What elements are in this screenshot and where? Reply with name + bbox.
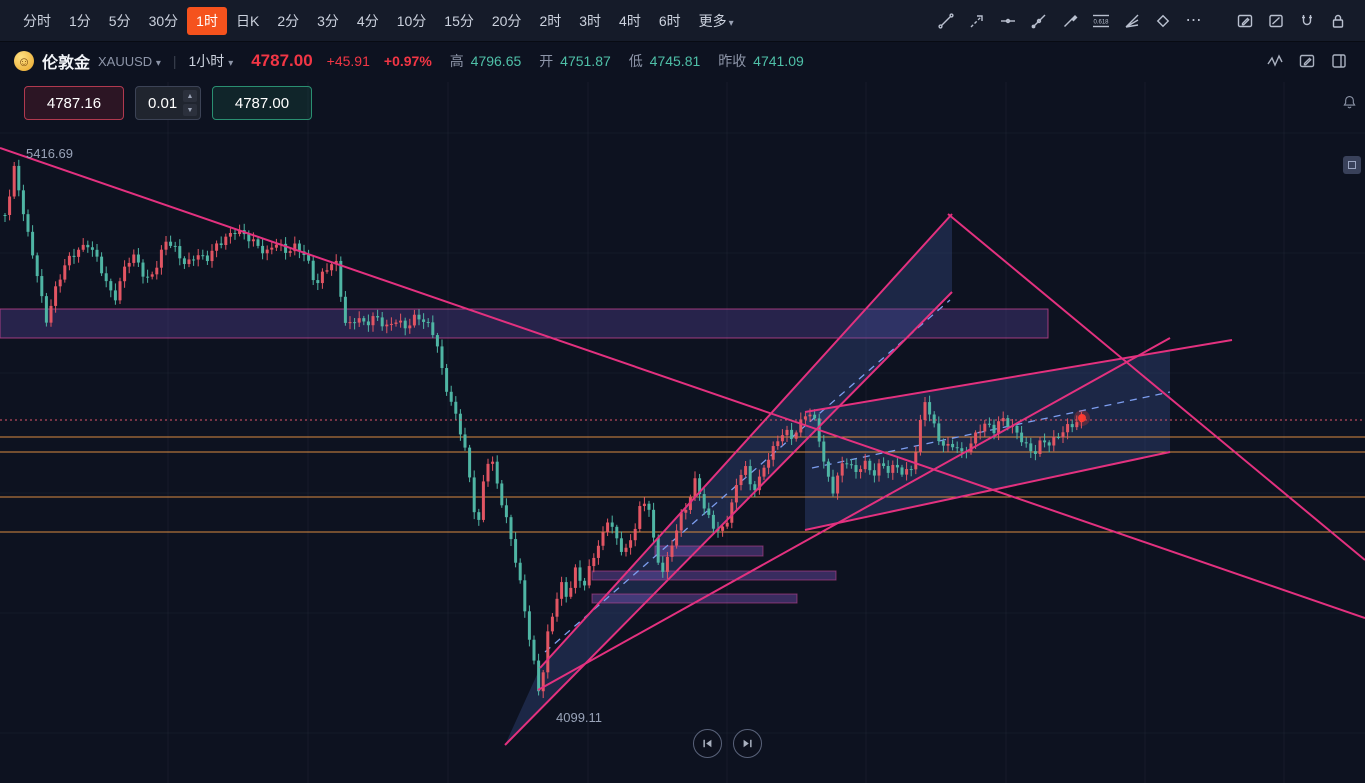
chart-action-icons	[1263, 49, 1351, 73]
tf-1h[interactable]: 1时	[187, 6, 227, 35]
skip-start-icon	[703, 739, 712, 748]
sell-price-value: 4787.16	[46, 94, 102, 112]
tf-3m[interactable]: 3分	[317, 12, 339, 29]
quantity-stepper[interactable]: 0.01 ▲ ▼	[135, 86, 201, 120]
go-to-end-button[interactable]	[733, 729, 762, 758]
go-to-start-button[interactable]	[693, 729, 722, 758]
quantity-up-button[interactable]: ▲	[183, 90, 197, 102]
tf-2h[interactable]: 2时	[539, 12, 562, 29]
tf-4h[interactable]: 4时	[619, 12, 641, 29]
swing-low-label: 4099.11	[556, 710, 602, 725]
edit-chart-icon[interactable]	[1295, 49, 1319, 73]
last-price: 4787.00	[251, 51, 313, 70]
trend-line-icon[interactable]	[932, 7, 959, 34]
tf-4m[interactable]: 4分	[356, 12, 379, 29]
side-panel-icon[interactable]	[1343, 156, 1361, 174]
timeframe-toolbar: 分时 1分 5分 30分 1时 日K 2分 3分 4分 10分 15分 20分 …	[0, 0, 1365, 42]
buy-price-button[interactable]: 4787.00	[212, 86, 312, 120]
more-tools-icon[interactable]: ⋯	[1185, 11, 1202, 29]
svg-text:0.618: 0.618	[1093, 19, 1109, 25]
skip-end-icon	[743, 739, 752, 748]
tf-2m[interactable]: 2分	[277, 12, 300, 29]
tf-daily[interactable]: 日K	[235, 12, 260, 29]
gann-fan-icon[interactable]	[1118, 7, 1145, 34]
tf-6h[interactable]: 6时	[658, 12, 681, 29]
magnet-icon[interactable]	[1293, 7, 1320, 34]
tf-10m[interactable]: 10分	[396, 12, 427, 29]
tf-5m[interactable]: 5分	[108, 12, 131, 29]
stat-prev-close: 昨收 4741.09	[718, 53, 804, 69]
gold-coin-icon: ☺	[14, 51, 34, 71]
stepper-buttons: ▲ ▼	[183, 90, 197, 116]
quantity-down-button[interactable]: ▼	[183, 104, 197, 116]
symbol-selector[interactable]: XAUUSD ▾	[98, 53, 161, 69]
horizontal-line-icon[interactable]	[994, 7, 1021, 34]
interval-selector[interactable]: 1小时 ▾	[188, 53, 234, 69]
remove-drawings-icon[interactable]	[1262, 7, 1289, 34]
symbol-name: 伦敦金	[42, 55, 91, 72]
cross-line-icon[interactable]	[1025, 7, 1052, 34]
tf-3h[interactable]: 3时	[579, 12, 602, 29]
swing-high-label: 5416.69	[26, 146, 73, 161]
tf-20m[interactable]: 20分	[491, 12, 522, 29]
edit-note-icon[interactable]	[1231, 7, 1258, 34]
sell-price-button[interactable]: 4787.16	[24, 86, 124, 120]
arrow-line-icon[interactable]	[963, 7, 990, 34]
fib-retracement-icon[interactable]: 0.618	[1087, 7, 1114, 34]
replay-controls	[693, 729, 762, 758]
symbol-bar: ☺ 伦敦金 XAUUSD ▾ | 1小时 ▾ 4787.00 +45.91 +0…	[0, 42, 1365, 80]
tf-more-dropdown[interactable]: 更多 ▾	[698, 12, 734, 29]
indicator-icon[interactable]	[1263, 49, 1287, 73]
stat-high: 高 4796.65	[449, 53, 522, 69]
quantity-value: 0.01	[148, 94, 178, 112]
brush-icon[interactable]	[1056, 7, 1083, 34]
stat-open: 开 4751.87	[539, 53, 611, 69]
tf-15m[interactable]: 15分	[444, 12, 474, 29]
stat-low: 低 4745.81	[628, 53, 701, 69]
eraser-icon[interactable]	[1149, 7, 1176, 34]
collapse-panel-icon[interactable]	[1327, 49, 1351, 73]
alert-bell-icon[interactable]	[1341, 94, 1358, 116]
price-change-pct: +0.97%	[383, 53, 432, 69]
tf-30m[interactable]: 30分	[148, 12, 179, 29]
lock-icon[interactable]	[1324, 7, 1351, 34]
buy-price-value: 4787.00	[234, 94, 290, 112]
divider: |	[172, 53, 177, 69]
tf-1m[interactable]: 1分	[69, 12, 91, 29]
drawing-tools: 0.618 ⋯	[932, 7, 1351, 34]
order-panel: 4787.16 0.01 ▲ ▼ 4787.00	[24, 86, 312, 120]
price-change: +45.91	[326, 53, 370, 69]
tf-fenshi[interactable]: 分时	[23, 12, 51, 29]
